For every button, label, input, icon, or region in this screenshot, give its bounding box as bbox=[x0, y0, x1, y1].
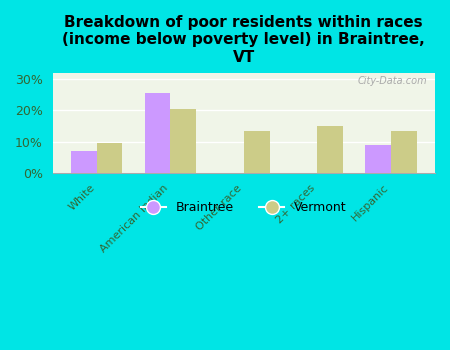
Bar bbox=[170, 109, 196, 173]
Bar bbox=[97, 144, 122, 173]
Bar bbox=[144, 93, 170, 173]
Bar bbox=[317, 126, 343, 173]
Bar bbox=[391, 131, 417, 173]
Title: Breakdown of poor residents within races
(income below poverty level) in Braintr: Breakdown of poor residents within races… bbox=[63, 15, 425, 65]
Bar bbox=[71, 151, 97, 173]
Legend: Braintree, Vermont: Braintree, Vermont bbox=[136, 196, 351, 219]
Text: City-Data.com: City-Data.com bbox=[358, 76, 427, 86]
Bar bbox=[365, 145, 391, 173]
Bar bbox=[244, 131, 270, 173]
